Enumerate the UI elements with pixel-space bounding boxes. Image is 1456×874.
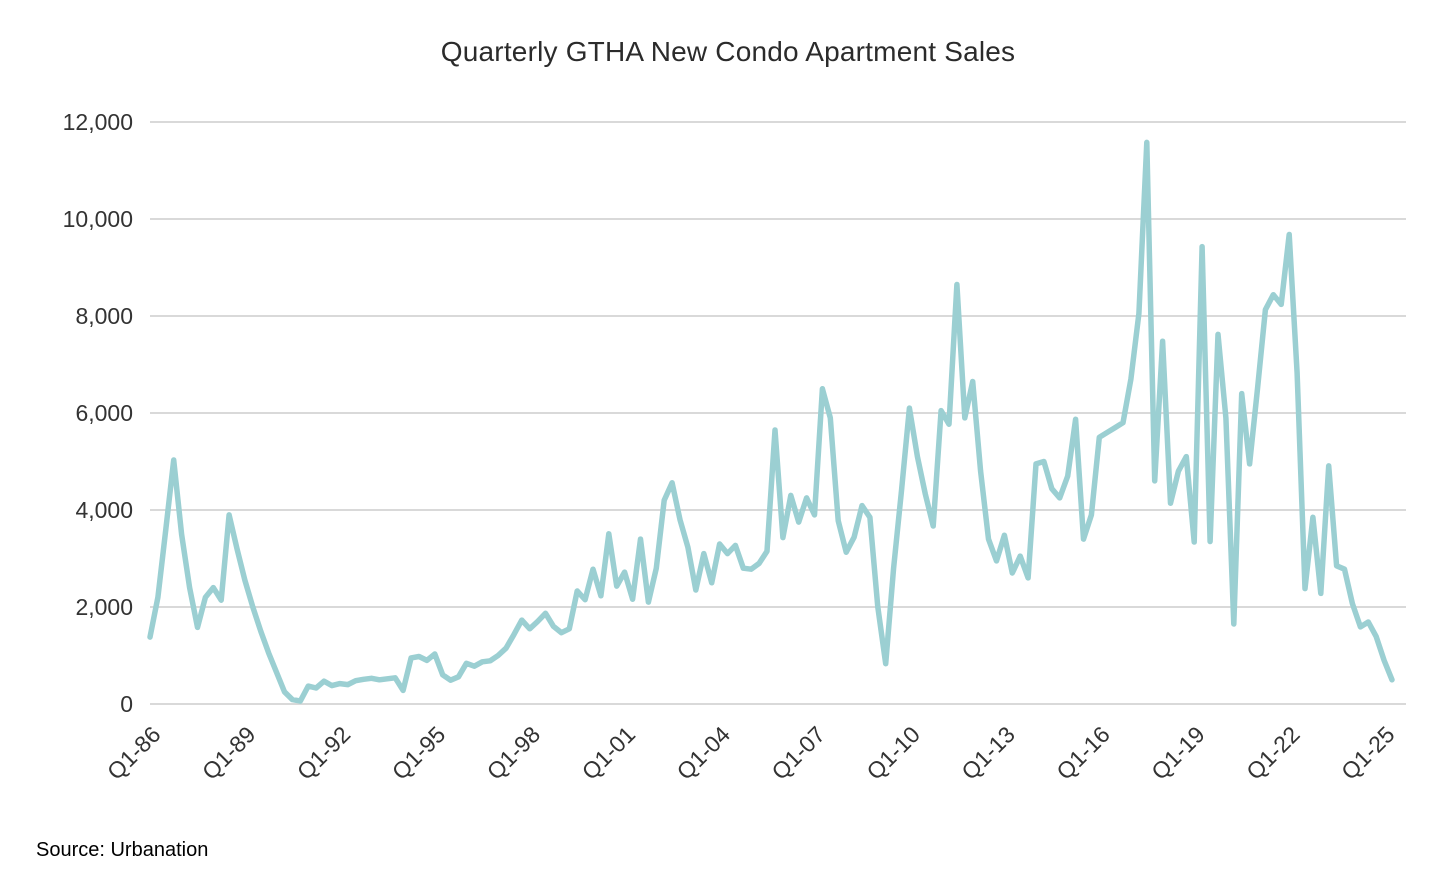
x-axis-tick-label: Q1-07 <box>766 721 830 785</box>
y-axis-tick-label: 4,000 <box>75 497 133 523</box>
sales-line-series <box>147 139 1395 704</box>
y-axis-tick-label: 0 <box>120 691 133 717</box>
y-axis-tick-label: 8,000 <box>75 303 133 329</box>
x-axis-tick-label: Q1-04 <box>672 721 736 785</box>
y-axis-tick-label: 12,000 <box>63 109 133 135</box>
x-axis-tick-label: Q1-89 <box>197 721 261 785</box>
y-axis-tick-label: 10,000 <box>63 206 133 232</box>
x-axis-tick-label: Q1-22 <box>1241 721 1305 785</box>
x-axis-tick-label: Q1-19 <box>1146 721 1210 785</box>
y-axis-tick-label: 2,000 <box>75 594 133 620</box>
x-axis-tick-label: Q1-10 <box>861 721 925 785</box>
source-note: Source: Urbanation <box>36 839 209 861</box>
x-axis-tick-label: Q1-98 <box>482 721 546 785</box>
x-axis-tick-label: Q1-01 <box>577 721 641 785</box>
x-axis-tick-label: Q1-16 <box>1051 721 1115 785</box>
x-axis-tick-label: Q1-86 <box>102 721 166 785</box>
x-axis-tick-label: Q1-13 <box>956 721 1020 785</box>
x-axis-tick-label: Q1-95 <box>387 721 451 785</box>
y-axis-tick-label: 6,000 <box>75 400 133 426</box>
x-axis-tick-label: Q1-92 <box>292 721 356 785</box>
chart-title: Quarterly GTHA New Condo Apartment Sales <box>440 36 1016 67</box>
x-axis-tick-label: Q1-25 <box>1336 721 1400 785</box>
